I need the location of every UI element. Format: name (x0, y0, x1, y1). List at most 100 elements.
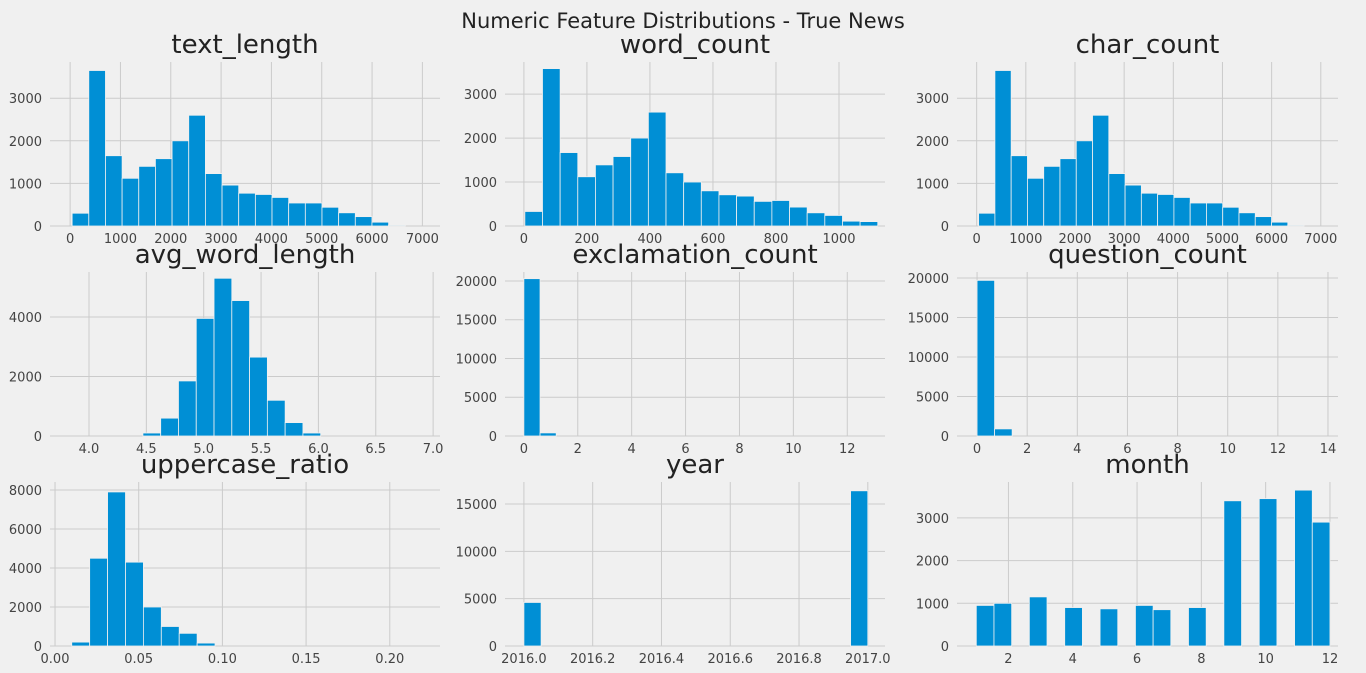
bar (107, 491, 126, 647)
y-tick-label: 0 (34, 220, 42, 235)
bar (1059, 158, 1077, 227)
x-tick-label: 1000 (822, 232, 855, 247)
bar (284, 422, 304, 437)
y-tick-label: 0 (489, 430, 497, 445)
bar (539, 432, 557, 437)
bar (196, 642, 216, 647)
bar (647, 111, 667, 227)
bar (238, 192, 256, 227)
bar (302, 432, 322, 437)
y-tick-label: 5000 (916, 391, 949, 406)
bar (105, 155, 123, 227)
x-tick-label: 3000 (205, 232, 238, 247)
bar (371, 221, 390, 227)
x-tick-label: 12 (1270, 442, 1287, 457)
y-tick-label: 4000 (9, 311, 42, 326)
y-tick-label: 10000 (908, 351, 949, 366)
x-tick-label: 4 (1073, 442, 1081, 457)
bar (125, 561, 144, 647)
bar (1099, 608, 1119, 647)
y-tick-label: 2000 (9, 601, 42, 616)
bar (524, 211, 543, 227)
x-tick-label: 0.00 (41, 652, 70, 667)
x-tick-label: 5000 (305, 232, 338, 247)
bar (1271, 221, 1289, 227)
bar (138, 165, 156, 227)
y-tick-label: 15000 (456, 314, 497, 329)
x-tick-label: 4 (628, 442, 636, 457)
subplot-title: month (1105, 450, 1189, 480)
subplot-title: text_length (171, 30, 318, 60)
x-tick-label: 2016.4 (639, 652, 685, 667)
x-tick-label: 2016.2 (570, 652, 616, 667)
x-tick-label: 0 (520, 232, 528, 247)
bar (1254, 216, 1272, 227)
y-tick-label: 10000 (456, 352, 497, 367)
bar (249, 356, 268, 437)
y-tick-label: 0 (34, 430, 42, 445)
x-tick-label: 12 (839, 442, 856, 457)
bar (1092, 114, 1110, 227)
bar (559, 152, 579, 227)
bar (1287, 224, 1305, 227)
bar (976, 279, 995, 437)
subplot-title: word_count (620, 30, 770, 60)
x-tick-label: 5.0 (193, 442, 214, 457)
bar (523, 602, 542, 647)
x-tick-label: 6000 (356, 232, 389, 247)
bar (612, 156, 632, 227)
x-tick-label: 6.0 (308, 442, 329, 457)
x-tick-label: 2 (574, 442, 582, 457)
bar (1028, 596, 1048, 647)
y-tick-label: 3000 (916, 512, 949, 527)
x-tick-label: 10 (1219, 442, 1236, 457)
bar (1157, 194, 1175, 227)
bar (994, 70, 1012, 227)
y-tick-label: 0 (941, 640, 949, 655)
bar (736, 195, 755, 227)
x-tick-label: 2016.6 (707, 652, 753, 667)
bar (842, 220, 861, 227)
y-tick-label: 15000 (908, 312, 949, 327)
bar (204, 173, 223, 227)
x-tick-label: 2016.0 (501, 652, 547, 667)
bar (1152, 609, 1172, 647)
x-tick-label: 0 (973, 232, 981, 247)
bar (1124, 184, 1142, 227)
bar (142, 432, 162, 437)
y-tick-label: 1000 (916, 177, 949, 192)
bar (1108, 173, 1126, 227)
y-tick-label: 1000 (916, 597, 949, 612)
y-tick-label: 0 (941, 430, 949, 445)
bar (221, 184, 240, 227)
bar (1075, 140, 1093, 227)
bar (1135, 605, 1154, 647)
bar (1010, 155, 1028, 227)
y-tick-label: 0 (941, 220, 949, 235)
bar (700, 190, 720, 227)
bar (1189, 202, 1207, 227)
bar (160, 626, 180, 647)
x-tick-label: 10 (785, 442, 802, 457)
x-tick-label: 7000 (1304, 232, 1337, 247)
x-tick-label: 4 (1069, 652, 1077, 667)
bar (88, 70, 106, 227)
x-tick-label: 8 (735, 442, 743, 457)
bar (321, 206, 340, 227)
subplot-title: uppercase_ratio (141, 450, 349, 480)
y-tick-label: 20000 (908, 272, 949, 287)
x-tick-label: 10 (1257, 652, 1274, 667)
bar (71, 212, 90, 227)
bar (523, 278, 541, 437)
x-tick-label: 0 (973, 442, 981, 457)
x-tick-label: 7000 (406, 232, 439, 247)
y-tick-label: 2000 (9, 135, 42, 150)
x-tick-label: 4.5 (136, 442, 157, 457)
bar (824, 215, 843, 227)
bar (753, 200, 773, 227)
bar (789, 206, 808, 227)
bar (231, 300, 250, 437)
y-tick-label: 5000 (464, 391, 497, 406)
x-tick-label: 5000 (1206, 232, 1239, 247)
x-tick-label: 8 (1197, 652, 1205, 667)
